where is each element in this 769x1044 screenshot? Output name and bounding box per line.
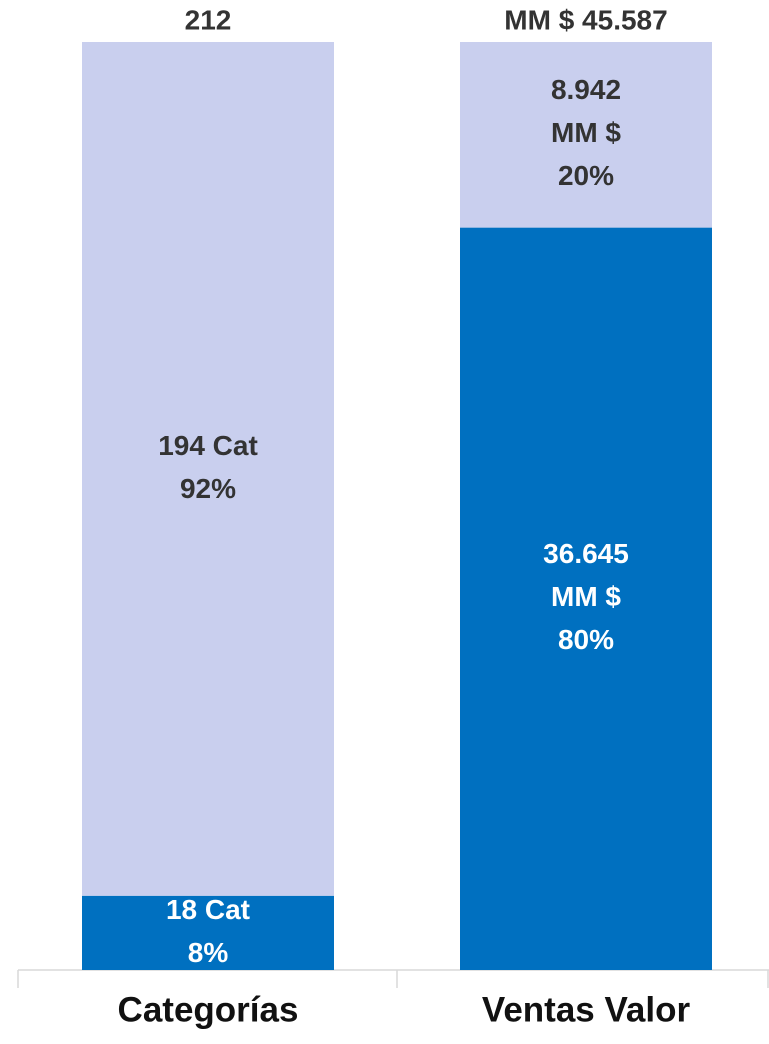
bar-segment (82, 42, 334, 896)
data-label: 20% (558, 160, 614, 191)
total-label: MM $ 45.587 (504, 4, 667, 35)
data-label: 80% (558, 624, 614, 655)
x-tick-label: Categorías (118, 990, 299, 1029)
data-label: 8.942 (551, 74, 621, 105)
total-label: 212 (185, 4, 232, 35)
bar-segment (460, 42, 712, 228)
bar-segment (82, 895, 334, 970)
data-label: 194 Cat (158, 430, 258, 461)
bar-segment (460, 227, 712, 971)
data-label: MM $ (551, 581, 621, 612)
data-label: 36.645 (543, 538, 629, 569)
data-label: 18 Cat (166, 894, 250, 925)
data-label: 92% (180, 473, 236, 504)
x-tick-label: Ventas Valor (482, 990, 691, 1029)
data-label: MM $ (551, 117, 621, 148)
data-label: 8% (188, 937, 229, 968)
